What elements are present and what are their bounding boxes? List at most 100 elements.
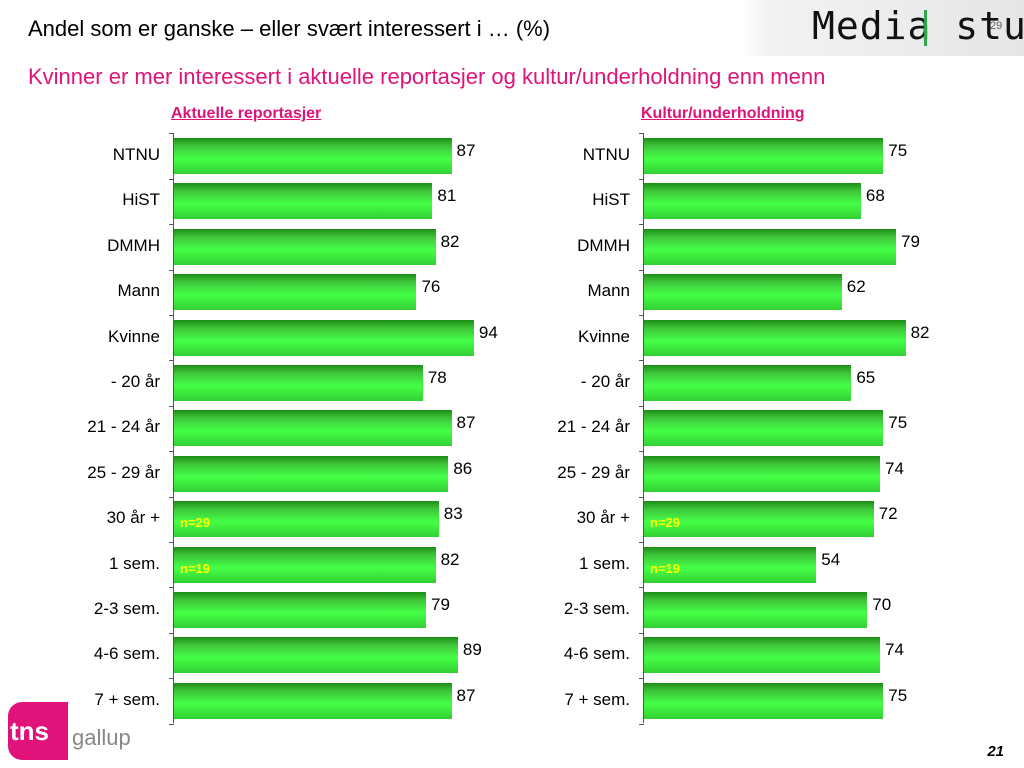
axis-tick (169, 632, 174, 634)
category-label-1-sem: 1 sem. (108, 553, 160, 573)
category-label-7-sem: 7 + sem. (564, 689, 630, 709)
value-label-hist: 81 (437, 186, 457, 206)
bar-21-24-r (644, 410, 884, 447)
value-label-4-6-sem: 74 (885, 640, 904, 660)
category-label-ntnu: NTNU (112, 145, 160, 164)
category-label-2-3-sem: 2-3 sem. (563, 599, 630, 618)
value-label-dmmh: 79 (901, 231, 920, 251)
category-label-2-3-sem: 2-3 sem. (93, 599, 160, 618)
category-label-1-sem: 1 sem. (578, 553, 630, 573)
axis-tick (639, 178, 644, 180)
axis-tick (169, 541, 174, 543)
axis-tick (169, 360, 174, 362)
category-label-mann: Mann (117, 281, 160, 301)
value-label-1-sem: 82 (440, 549, 460, 569)
value-label-2-3-sem: 70 (872, 595, 892, 614)
page-number: 21 (987, 743, 1004, 760)
bar-7-sem (174, 682, 452, 719)
category-label-7-sem: 7 + sem. (94, 689, 160, 709)
axis-tick (169, 269, 174, 271)
bar-1-sem (644, 546, 817, 583)
sample-size-note: n=19 (650, 560, 680, 576)
bar-4-6-sem (174, 637, 458, 674)
category-label-hist: HiST (122, 190, 160, 210)
category-label-25-29-r: 25 - 29 år (87, 462, 160, 482)
bar-2-3-sem (644, 592, 868, 628)
category-label-ntnu: NTNU (582, 145, 630, 164)
bar-mann (174, 274, 417, 311)
page-title: Andel som er ganske – eller svært intere… (28, 16, 551, 41)
category-label-25-29-r: 25 - 29 år (557, 462, 630, 482)
axis-tick (639, 587, 644, 589)
logo-number: 29 (990, 20, 1003, 32)
value-label-kvinne: 82 (910, 322, 930, 342)
y-axis-line (173, 133, 174, 724)
axis-tick (169, 678, 174, 680)
bar-ntnu (644, 138, 884, 174)
value-label-dmmh: 82 (440, 231, 460, 251)
chart-title: Aktuelle reportasjer (171, 105, 322, 122)
axis-tick (639, 632, 644, 634)
category-label-20-r: - 20 år (580, 372, 630, 391)
value-label-30-r: 83 (443, 504, 463, 524)
axis-tick (639, 451, 644, 453)
value-label-21-24-r: 75 (888, 413, 908, 433)
category-label-20-r: - 20 år (110, 372, 160, 391)
value-label-20-r: 65 (856, 368, 876, 387)
bar-30-r (644, 501, 874, 538)
bar-kvinne (644, 319, 906, 356)
axis-tick (169, 178, 174, 180)
value-label-7-sem: 87 (456, 685, 476, 705)
tns-logo (8, 702, 68, 760)
axis-tick (169, 224, 174, 226)
bar-20-r (174, 365, 423, 401)
category-label-kvinne: Kvinne (578, 326, 630, 346)
category-label-30-r: 30 år + (576, 508, 630, 528)
y-axis-line (643, 133, 644, 724)
axis-tick (169, 133, 174, 135)
axis-tick (639, 360, 644, 362)
value-label-kvinne: 94 (478, 322, 498, 342)
value-label-mann: 62 (846, 277, 866, 297)
axis-tick (639, 224, 644, 226)
category-label-21-24-r: 21 - 24 år (557, 417, 630, 437)
bar-21-24-r (174, 410, 452, 447)
bar-20-r (644, 365, 852, 401)
category-label-4-6-sem: 4-6 sem. (563, 644, 630, 664)
bar-30-r (174, 501, 439, 538)
category-label-dmmh: DMMH (577, 235, 630, 255)
bar-4-6-sem (644, 637, 881, 674)
category-label-21-24-r: 21 - 24 år (87, 417, 160, 437)
axis-tick (169, 451, 174, 453)
axis-tick (169, 496, 174, 498)
category-label-kvinne: Kvinne (108, 326, 160, 346)
chart-kultur-underholdning: Kultur/underholdning NTNU 75 HiST 68 DMMH 79 Ma… (470, 100, 940, 730)
bar-25-29-r (644, 455, 881, 492)
page-subtitle: Kvinner er mer interessert i aktuelle re… (28, 64, 826, 89)
axis-tick (639, 133, 644, 135)
logo-divider (924, 10, 927, 46)
axis-tick (639, 269, 644, 271)
bar-ntnu (174, 138, 452, 174)
value-label-ntnu: 75 (888, 141, 908, 160)
bar-dmmh (644, 228, 896, 265)
value-label-30-r: 72 (878, 504, 898, 524)
sample-size-note: n=19 (180, 560, 210, 576)
value-label-21-24-r: 87 (456, 413, 476, 433)
mediastud-logo: Media stud (742, 0, 1024, 56)
category-label-dmmh: DMMH (107, 235, 160, 255)
category-label-30-r: 30 år + (106, 508, 160, 528)
value-label-2-3-sem: 79 (431, 595, 450, 614)
category-label-mann: Mann (587, 281, 630, 301)
bar-mann (644, 274, 842, 311)
value-label-20-r: 78 (427, 368, 447, 387)
bar-hist (644, 183, 861, 220)
bar-kvinne (174, 319, 474, 356)
value-label-mann: 76 (421, 277, 441, 297)
value-label-ntnu: 87 (456, 141, 476, 160)
sample-size-note: n=29 (180, 515, 210, 531)
bar-1-sem (174, 546, 436, 583)
category-label-4-6-sem: 4-6 sem. (93, 644, 160, 664)
value-label-4-6-sem: 89 (462, 640, 482, 660)
value-label-hist: 68 (865, 186, 885, 206)
